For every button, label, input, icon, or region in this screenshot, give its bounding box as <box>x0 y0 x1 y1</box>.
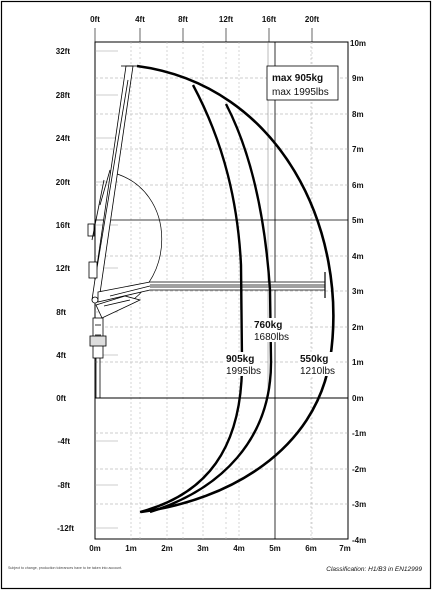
curve-550kg <box>136 64 335 514</box>
zone-550-lbs: 1210lbs <box>300 366 335 377</box>
right-metre-axis: 10m 9m 8m 7m 6m 5m 4m 3m 2m 1m 0m -1m -2… <box>350 39 366 545</box>
zone-550-kg: 550kg <box>300 354 328 365</box>
right-tick-10m: 10m <box>350 39 366 48</box>
left-tick-4ft: 4ft <box>56 351 66 360</box>
left-tick-20ft: 20ft <box>56 178 71 187</box>
zone-905-lbs: 1995lbs <box>226 366 261 377</box>
curve-760kg <box>149 103 273 514</box>
bottom-tick-2m: 2m <box>161 544 173 553</box>
top-tick-4ft: 4ft <box>135 15 145 24</box>
footer-note: Subject to change, production tolerances… <box>8 566 122 570</box>
zone-905-kg: 905kg <box>226 354 254 365</box>
right-tick-7m: 7m <box>352 145 364 154</box>
top-tick-20ft: 20ft <box>305 15 320 24</box>
left-tick-24ft: 24ft <box>56 134 71 143</box>
left-tick-0ft: 0ft <box>56 394 66 403</box>
feet-gridlines <box>139 42 313 539</box>
bottom-tick-5m: 5m <box>269 544 281 553</box>
classification-label: Classification: H1/B3 in EN12999 <box>326 566 422 573</box>
bottom-tick-1m: 1m <box>125 544 137 553</box>
metre-gridlines <box>95 77 348 505</box>
max-capacity-box: max 905kg max 1995lbs <box>266 65 339 101</box>
bottom-tick-7m: 7m <box>339 544 351 553</box>
right-tick-4m: 4m <box>352 252 364 261</box>
left-tick-minus8ft: -8ft <box>58 481 71 490</box>
max-kg-label: max 905kg <box>272 73 323 84</box>
max-lbs-label: max 1995lbs <box>272 87 329 98</box>
right-tick-2m: 2m <box>352 323 364 332</box>
right-tick-minus4m: -4m <box>352 536 366 545</box>
right-tick-minus2m: -2m <box>352 465 366 474</box>
top-ticks <box>94 28 313 42</box>
metre-vertical-gridlines <box>130 42 312 539</box>
zone-760-lbs: 1680lbs <box>254 332 289 343</box>
bottom-tick-4m: 4m <box>233 544 245 553</box>
top-tick-16ft: 16ft <box>262 15 277 24</box>
left-tick-16ft: 16ft <box>56 221 71 230</box>
left-tick-8ft: 8ft <box>56 308 66 317</box>
right-tick-0m: 0m <box>352 394 364 403</box>
right-tick-9m: 9m <box>352 74 364 83</box>
right-tick-5m: 5m <box>352 216 364 225</box>
left-tick-32ft: 32ft <box>56 47 71 56</box>
zone-markers <box>240 272 326 310</box>
left-tick-minus12ft: -12ft <box>57 524 74 533</box>
right-tick-3m: 3m <box>352 287 364 296</box>
top-tick-0ft: 0ft <box>90 15 100 24</box>
zone-labels: 905kg 1995lbs 760kg 1680lbs 550kg 1210lb… <box>224 318 336 377</box>
left-tick-28ft: 28ft <box>56 91 71 100</box>
top-tick-12ft: 12ft <box>219 15 234 24</box>
bottom-metre-axis: 0m 1m 2m 3m 4m 5m 6m 7m <box>89 544 351 553</box>
zone-760-kg: 760kg <box>254 320 282 331</box>
bottom-tick-0m: 0m <box>89 544 101 553</box>
bottom-tick-3m: 3m <box>197 544 209 553</box>
right-tick-minus3m: -3m <box>352 500 366 509</box>
bottom-tick-6m: 6m <box>305 544 317 553</box>
top-feet-axis: 0ft 4ft 8ft 12ft 16ft 20ft <box>90 15 319 24</box>
top-tick-8ft: 8ft <box>178 15 188 24</box>
right-tick-8m: 8m <box>352 110 364 119</box>
left-feet-axis: 32ft 28ft 24ft 20ft 16ft 12ft 8ft 4ft 0f… <box>56 47 75 533</box>
right-tick-minus1m: -1m <box>352 429 366 438</box>
right-tick-1m: 1m <box>352 358 364 367</box>
left-tick-minus4ft: -4ft <box>58 437 71 446</box>
left-tick-12ft: 12ft <box>56 264 71 273</box>
crane-illustration <box>87 65 326 398</box>
right-tick-6m: 6m <box>352 181 364 190</box>
